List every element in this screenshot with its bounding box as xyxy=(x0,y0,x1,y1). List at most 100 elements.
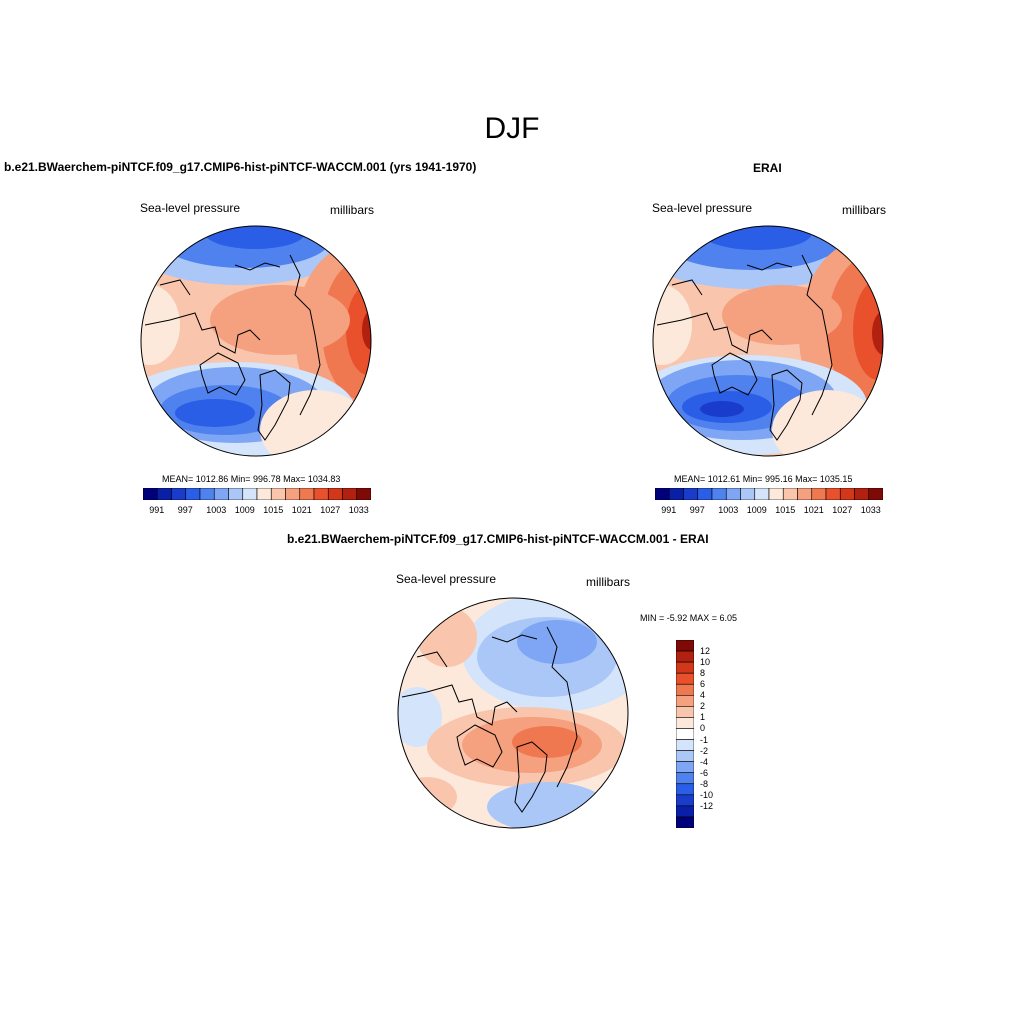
diff-colorbar-tick-label: -2 xyxy=(700,745,709,756)
model-colorbar-swatch xyxy=(199,488,215,500)
model-colorbar-swatch xyxy=(185,488,201,500)
erai-colorbar-swatch xyxy=(754,488,770,500)
panel-erai-units: millibars xyxy=(842,203,887,217)
model-colorbar xyxy=(143,488,371,500)
model-colorbar-labels: 991 997 1003 1009 1015 1021 1027 1033 xyxy=(143,505,383,517)
panel-model-stats: MEAN= 1012.86 Min= 996.78 Max= 1034.83 xyxy=(162,474,341,484)
diff-colorbar-tick-label: -10 xyxy=(700,789,714,800)
diff-colorbar-swatch xyxy=(676,694,694,707)
erai-colorbar-tick-label: 1009 xyxy=(746,505,767,515)
diff-colorbar-tick-label: -1 xyxy=(700,734,709,745)
diff-colorbar-swatch xyxy=(676,805,694,818)
erai-colorbar-swatch xyxy=(683,488,699,500)
diff-colorbar-swatch xyxy=(676,783,694,796)
model-colorbar-swatch xyxy=(143,488,158,500)
diff-colorbar-tick-label: 8 xyxy=(700,668,706,679)
diff-colorbar-tick-label: -12 xyxy=(700,800,714,811)
diff-colorbar-swatch xyxy=(676,750,694,762)
erai-colorbar-swatch xyxy=(868,488,883,500)
erai-colorbar-tick-label: 991 xyxy=(661,505,677,515)
model-colorbar-swatch xyxy=(342,488,358,500)
diff-colorbar-swatch xyxy=(676,816,694,828)
page-title: DJF xyxy=(484,112,540,145)
diff-colorbar-tick-label: 1 xyxy=(700,712,706,723)
panel-model-title: b.e21.BWaerchem-piNTCF.f09_g17.CMIP6-his… xyxy=(4,160,477,174)
erai-colorbar-swatch xyxy=(725,488,741,500)
erai-colorbar-tick-label: 997 xyxy=(689,505,705,515)
erai-colorbar-swatch xyxy=(668,488,684,500)
diff-colorbar-swatch xyxy=(676,706,694,718)
model-colorbar-swatch xyxy=(256,488,272,500)
panel-diff-units: millibars xyxy=(586,575,631,589)
diff-colorbar-tick-label: -4 xyxy=(700,756,709,767)
model-colorbar-swatch xyxy=(213,488,229,500)
erai-colorbar-tick-label: 1033 xyxy=(860,505,881,515)
erai-colorbar-swatch xyxy=(825,488,841,500)
erai-colorbar-swatch xyxy=(768,488,784,500)
model-colorbar-tick-label: 1033 xyxy=(348,505,369,515)
erai-colorbar-swatch xyxy=(839,488,855,500)
model-colorbar-swatch xyxy=(156,488,172,500)
model-colorbar-tick-label: 1027 xyxy=(320,505,341,515)
model-colorbar-tick-label: 1009 xyxy=(234,505,255,515)
diff-colorbar-swatch xyxy=(676,728,694,740)
diff-colorbar-swatch xyxy=(676,650,694,663)
model-colorbar-swatch xyxy=(356,488,371,500)
diff-colorbar-swatch xyxy=(676,661,694,674)
diff-colorbar-swatch xyxy=(676,640,694,652)
diff-colorbar-labels: 12 10 8 6 4 2 1 0 -1 -2 -4 -6 -8 -10 -12 xyxy=(700,640,740,828)
diff-colorbar-tick-label: 6 xyxy=(700,679,706,690)
diff-colorbar-swatch xyxy=(676,794,694,807)
erai-colorbar-tick-label: 1027 xyxy=(832,505,853,515)
erai-colorbar-swatch xyxy=(797,488,813,500)
diff-colorbar-tick-label: 10 xyxy=(700,657,711,668)
diff-colorbar-swatch xyxy=(676,672,694,685)
panel-diff-left-label: Sea-level pressure xyxy=(396,572,497,586)
model-colorbar-tick-label: 991 xyxy=(149,505,165,515)
diff-colorbar-tick-label: 0 xyxy=(700,723,706,734)
model-colorbar-swatch xyxy=(327,488,343,500)
erai-colorbar-labels: 991 997 1003 1009 1015 1021 1027 1033 xyxy=(655,505,895,517)
model-colorbar-swatch xyxy=(285,488,301,500)
model-colorbar-tick-label: 1021 xyxy=(291,505,312,515)
model-colorbar-swatch xyxy=(242,488,258,500)
erai-colorbar-swatch xyxy=(697,488,713,500)
model-colorbar-swatch xyxy=(299,488,315,500)
model-colorbar-tick-label: 997 xyxy=(177,505,193,515)
diff-colorbar-tick-label: -6 xyxy=(700,767,709,778)
diff-colorbar-swatch xyxy=(676,761,694,774)
panel-diff-stats: MIN = -5.92 MAX = 6.05 xyxy=(640,613,738,623)
erai-colorbar-swatch xyxy=(811,488,827,500)
diff-colorbar-swatch xyxy=(676,739,694,751)
erai-colorbar xyxy=(655,488,883,500)
erai-colorbar-swatch xyxy=(740,488,756,500)
panel-model-left-label: Sea-level pressure xyxy=(140,201,241,215)
model-colorbar-tick-label: 1015 xyxy=(263,505,284,515)
model-colorbar-swatch xyxy=(228,488,244,500)
erai-colorbar-tick-label: 1015 xyxy=(775,505,796,515)
model-polar-map xyxy=(140,225,372,457)
model-colorbar-swatch xyxy=(270,488,286,500)
diff-colorbar-tick-label: 12 xyxy=(700,646,711,657)
panel-erai-title: ERAI xyxy=(753,161,782,175)
model-colorbar-swatch xyxy=(171,488,187,500)
diff-colorbar-tick-label: 2 xyxy=(700,701,706,712)
erai-polar-map xyxy=(652,225,884,457)
model-colorbar-swatch xyxy=(313,488,329,500)
erai-colorbar-swatch xyxy=(854,488,870,500)
diff-colorbar-tick-label: -8 xyxy=(700,778,709,789)
diff-colorbar-swatch xyxy=(676,683,694,696)
erai-colorbar-swatch xyxy=(782,488,798,500)
diff-polar-map xyxy=(397,597,629,829)
panel-model-units: millibars xyxy=(330,203,375,217)
erai-colorbar-swatch xyxy=(711,488,727,500)
diff-colorbar-swatch xyxy=(676,717,694,729)
diff-colorbar xyxy=(676,640,694,828)
erai-colorbar-tick-label: 1021 xyxy=(803,505,824,515)
diff-colorbar-swatch xyxy=(676,772,694,785)
model-colorbar-tick-label: 1003 xyxy=(206,505,227,515)
panel-diff-title: b.e21.BWaerchem-piNTCF.f09_g17.CMIP6-his… xyxy=(287,532,709,546)
panel-erai-stats: MEAN= 1012.61 Min= 995.16 Max= 1035.15 xyxy=(674,474,853,484)
erai-colorbar-swatch xyxy=(655,488,670,500)
panel-erai-left-label: Sea-level pressure xyxy=(652,201,753,215)
